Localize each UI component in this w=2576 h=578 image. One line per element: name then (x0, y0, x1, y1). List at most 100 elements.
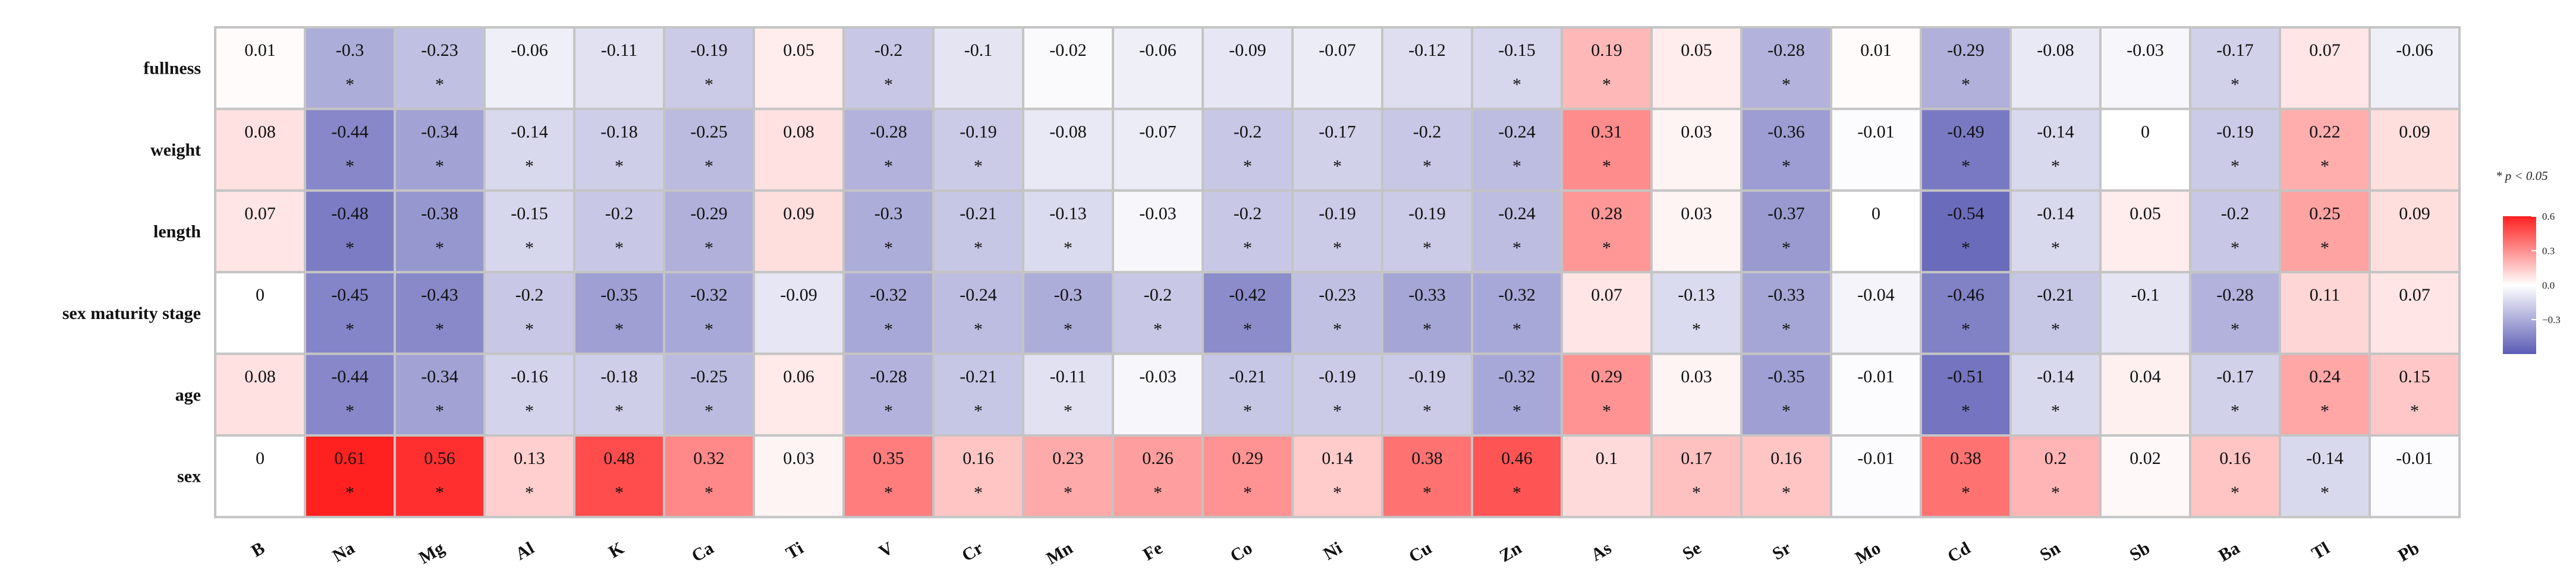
cell-value: -0.15 (1498, 40, 1536, 60)
heatmap-cell: 0.02 (2099, 434, 2191, 519)
significance-marker: * (974, 156, 983, 176)
heatmap-cell: -0.35 * (1740, 352, 1832, 437)
heatmap-cell: -0.04 (1830, 271, 1922, 355)
cell-fill (394, 271, 486, 355)
heatmap-cell: -0.54 * (1920, 189, 2012, 274)
heatmap-cell: -0.2 * (842, 26, 935, 110)
significance-marker: * (974, 402, 983, 421)
heatmap-cell: -0.17 * (2189, 352, 2281, 437)
heatmap-cell: -0.21 * (1201, 352, 1294, 437)
cell-fill (1650, 434, 1743, 519)
heatmap-cell: 0.07 (214, 189, 306, 274)
cell-fill (932, 352, 1024, 437)
heatmap-cell: -0.03 (1112, 352, 1204, 437)
cell-value: -0.28 (870, 122, 907, 141)
cell-fill (304, 434, 396, 519)
cell-fill (2369, 271, 2461, 355)
legend-tick-label: −0.3 (2542, 314, 2561, 326)
heatmap-cell: 0.09 (753, 189, 845, 274)
cell-value: -0.35 (1767, 367, 1805, 387)
heatmap-cell: -0.19 * (1381, 189, 1473, 274)
cell-fill (1920, 352, 2012, 437)
cell-fill (1291, 26, 1383, 110)
row-label: length (153, 222, 201, 242)
cell-value: -0.51 (1947, 367, 1984, 387)
significance-marker: * (1333, 156, 1342, 176)
cell-fill (1830, 352, 1922, 437)
cell-fill (663, 352, 755, 437)
cell-value: 0.24 (2309, 367, 2341, 387)
significance-marker: * (2051, 402, 2060, 421)
cell-fill (2189, 108, 2281, 192)
significance-marker: * (1961, 483, 1970, 503)
significance-marker: * (435, 483, 444, 503)
heatmap-cell: -0.13 * (1022, 189, 1114, 274)
column-label: Pb (2395, 538, 2423, 566)
heatmap-cell: -0.07 (1112, 108, 1204, 192)
significance-marker: * (1153, 483, 1162, 503)
cell-fill (1650, 26, 1743, 110)
cell-fill (2189, 26, 2281, 110)
significance-marker: * (435, 320, 444, 339)
significance-marker: * (615, 156, 624, 176)
cell-value: -0.07 (1319, 40, 1356, 60)
cell-value: -0.09 (1229, 40, 1266, 60)
heatmap-cell: 0 (214, 271, 306, 355)
heatmap-cell: -0.42 * (1201, 271, 1294, 355)
heatmap-cell: -0.3 * (1022, 271, 1114, 355)
significance-marker: * (1782, 156, 1791, 176)
cell-fill (753, 271, 845, 355)
cell-fill (932, 26, 1024, 110)
cell-fill (2009, 189, 2102, 274)
cell-value: 0.03 (783, 448, 814, 468)
heatmap-cell: -0.19 * (1291, 189, 1383, 274)
cell-fill (753, 26, 845, 110)
cell-value: -0.13 (1678, 285, 1715, 305)
significance-marker: * (1423, 320, 1432, 339)
cell-fill (1291, 108, 1383, 192)
significance-marker: * (704, 156, 713, 176)
significance-marker: * (884, 238, 893, 258)
significance-marker: * (1602, 156, 1611, 176)
cell-fill (2099, 189, 2191, 274)
cell-fill (1920, 271, 2012, 355)
significance-marker: * (2051, 238, 2060, 258)
cell-fill (1022, 189, 1114, 274)
cell-value: 0.08 (244, 367, 276, 387)
cell-fill (1740, 352, 1832, 437)
cell-value: -0.24 (1498, 204, 1536, 223)
significance-marker: * (2051, 156, 2060, 176)
significance-marker: * (704, 320, 713, 339)
heatmap-cell: -0.28 * (1740, 26, 1832, 110)
heatmap-cell: 0.29 * (1201, 434, 1294, 519)
cell-fill (1022, 434, 1114, 519)
significance-marker: * (345, 320, 354, 339)
significance-marker: * (1782, 483, 1791, 503)
cell-fill (394, 352, 486, 437)
cell-fill (214, 352, 306, 437)
heatmap-cell: -0.14 * (2279, 434, 2371, 519)
cell-value: -0.48 (331, 204, 369, 223)
cell-value: -0.3 (336, 40, 364, 60)
cell-fill (573, 352, 665, 437)
significance-marker: * (1333, 402, 1342, 421)
cell-value: -0.2 (875, 40, 903, 60)
heatmap-cell: -0.29 * (1920, 26, 2012, 110)
heatmap-cell: -0.28 * (842, 108, 935, 192)
heatmap-cell: -0.34 * (394, 108, 486, 192)
cell-value: 0.09 (2399, 122, 2430, 141)
column-label: Ba (2215, 538, 2243, 566)
heatmap-cell: -0.11 * (1022, 352, 1114, 437)
heatmap-cell: -0.44 * (304, 108, 396, 192)
legend-tick-label: 0.0 (2542, 280, 2555, 291)
column-label: B (248, 538, 268, 561)
heatmap-cell: -0.38 * (394, 189, 486, 274)
cell-fill (2279, 189, 2371, 274)
cell-value: -0.21 (960, 367, 997, 387)
column-label: Cu (1405, 538, 1435, 567)
cell-value: -0.03 (1139, 204, 1177, 223)
heatmap-cell: -0.01 (1830, 434, 1922, 519)
cell-fill (842, 189, 935, 274)
cell-value: -0.14 (2037, 367, 2074, 387)
heatmap-cell: 0.1 (1561, 434, 1653, 519)
